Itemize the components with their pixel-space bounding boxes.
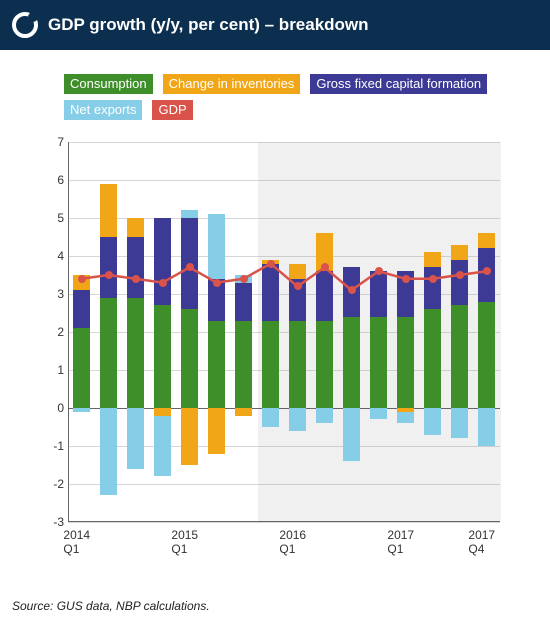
legend-swatch-netexports: Net exports [64,100,142,120]
legend-item-gdp: GDP [152,100,192,120]
legend-item-netexports: Net exports [64,100,142,120]
x-tick-label: 2015 Q1 [171,528,198,556]
gdp-point [213,279,221,287]
legend-swatch-inventories: Change in inventories [163,74,301,94]
legend: Consumption Change in inventories Gross fi… [64,74,530,120]
gdp-point [348,286,356,294]
header-bar: GDP growth (y/y, per cent) – breakdown [0,0,550,50]
chart-body: Consumption Change in inventories Gross fi… [0,50,550,566]
logo-icon [12,12,38,38]
gdp-point [105,271,113,279]
gdp-point [186,263,194,271]
gdp-point [321,263,329,271]
x-tick-label: 2017 Q1 [387,528,414,556]
chart-card: GDP growth (y/y, per cent) – breakdown C… [0,0,550,623]
gdp-point [483,267,491,275]
gdp-point [375,267,383,275]
legend-item-consumption: Consumption [64,74,153,94]
source-text: Source: GUS data, NBP calculations. [12,599,210,613]
legend-swatch-gfcf: Gross fixed capital formation [310,74,487,94]
legend-swatch-consumption: Consumption [64,74,153,94]
gdp-point [429,275,437,283]
gdp-point [78,275,86,283]
gdp-point [132,275,140,283]
gdp-point [294,282,302,290]
gdp-point [159,279,167,287]
legend-item-gfcf: Gross fixed capital formation [310,74,487,94]
legend-item-inventories: Change in inventories [163,74,301,94]
gdp-point [267,260,275,268]
chart-area: -3-2-1012345672014 Q12015 Q12016 Q12017 … [30,132,510,562]
gdp-point [456,271,464,279]
gdp-point [240,275,248,283]
legend-swatch-gdp: GDP [152,100,192,120]
x-tick-label: 2014 Q1 [63,528,90,556]
gdp-point [402,275,410,283]
gdp-line [30,132,500,532]
x-tick-label: 2017 Q4 [468,528,495,556]
x-tick-label: 2016 Q1 [279,528,306,556]
chart-title: GDP growth (y/y, per cent) – breakdown [48,15,369,35]
